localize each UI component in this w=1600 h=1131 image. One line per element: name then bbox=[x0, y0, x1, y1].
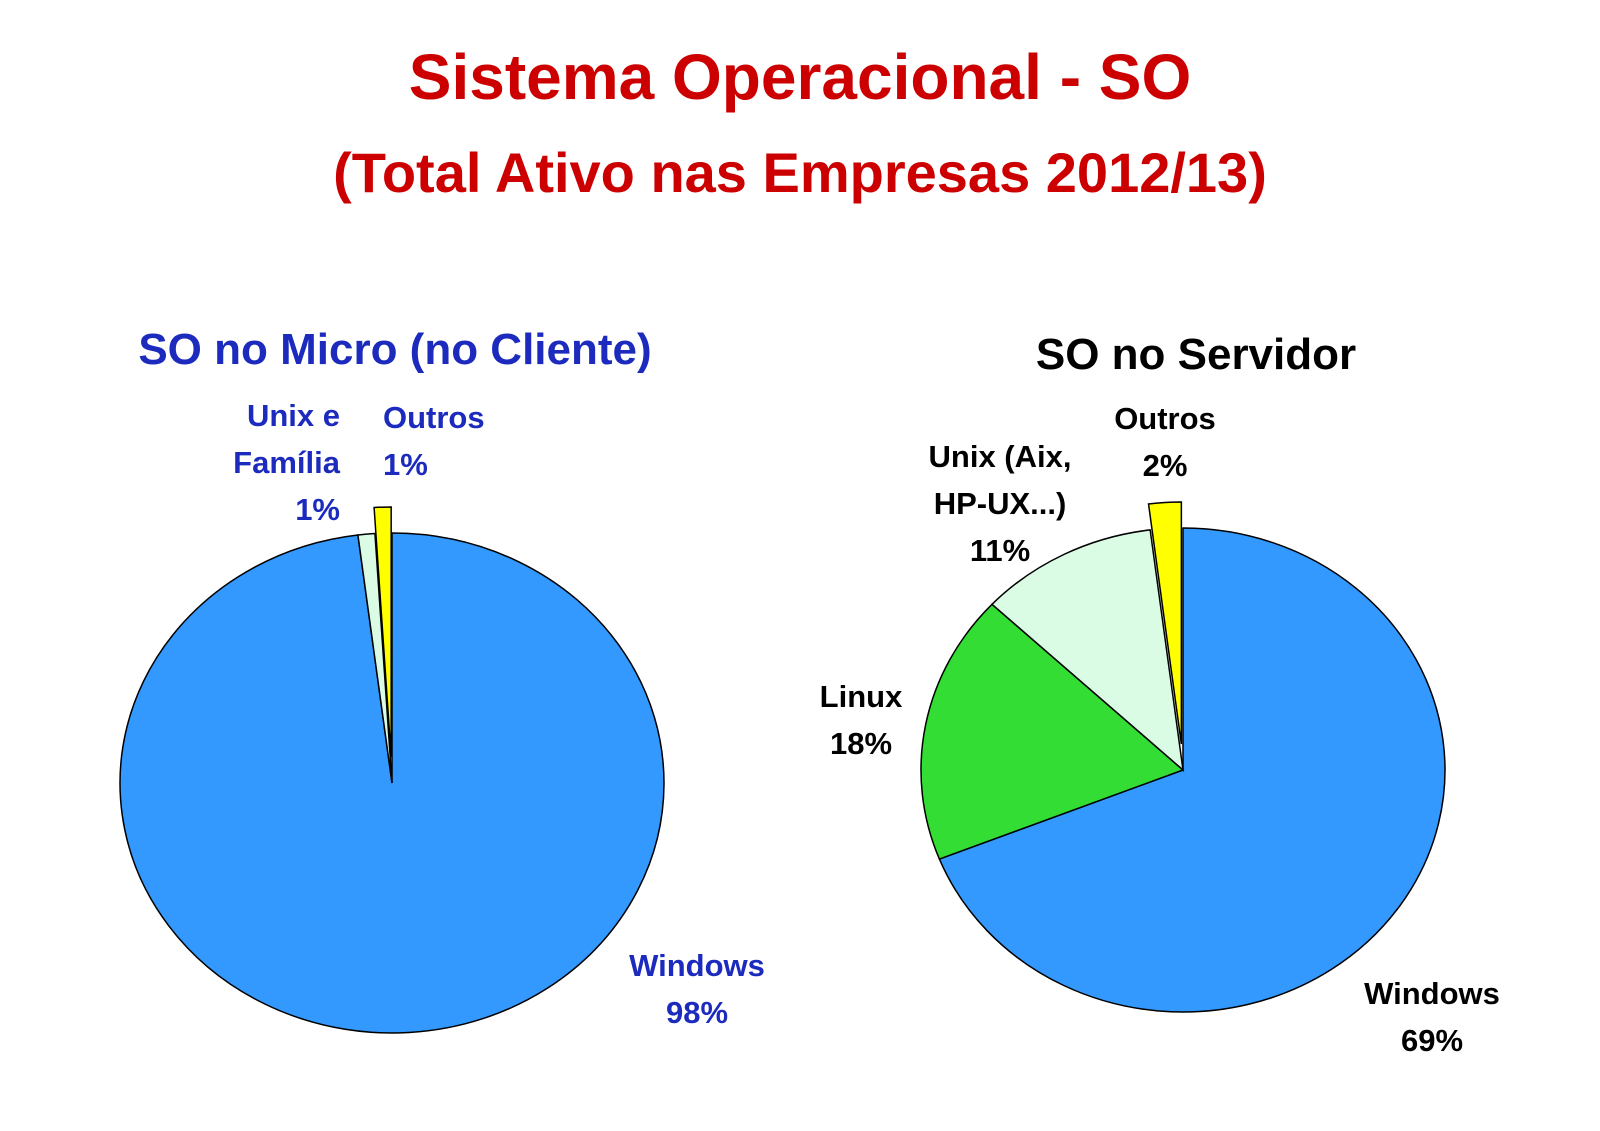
slice-label: Unix (Aix, HP-UX...) 11% bbox=[900, 433, 1100, 574]
slice-label: Linux 18% bbox=[761, 673, 961, 767]
pie-slice bbox=[938, 527, 1446, 1013]
category-label: Unix e Família bbox=[233, 398, 340, 480]
value-label: 2% bbox=[1142, 448, 1188, 483]
value-label: 11% bbox=[969, 533, 1031, 568]
pie-slice bbox=[920, 603, 1185, 861]
slice-label: Unix e Família 1% bbox=[180, 392, 340, 533]
slice-label: Windows 69% bbox=[1302, 970, 1562, 1064]
category-label: Windows bbox=[629, 948, 765, 983]
value-label: 1% bbox=[383, 447, 428, 482]
value-label: 69% bbox=[1400, 1023, 1464, 1058]
category-label: Outros bbox=[383, 400, 485, 435]
subtitle: (Total Ativo nas Empresas 2012/13) bbox=[333, 141, 1267, 204]
category-label: Windows bbox=[1364, 976, 1500, 1011]
category-label: Linux bbox=[819, 679, 903, 714]
slice-label: Windows 98% bbox=[567, 942, 827, 1036]
pie-slice bbox=[990, 529, 1185, 772]
pie-slice bbox=[357, 532, 393, 784]
pie-slice bbox=[1147, 501, 1183, 745]
value-label: 18% bbox=[829, 726, 893, 761]
slice-label: Outros 2% bbox=[1085, 395, 1245, 489]
category-label: Unix (Aix, HP-UX...) bbox=[928, 439, 1072, 521]
value-label: 1% bbox=[295, 492, 340, 527]
slice-label: Outros 1% bbox=[383, 394, 543, 488]
value-label: 98% bbox=[665, 995, 729, 1030]
chart-title: SO no Servidor bbox=[1035, 330, 1357, 379]
pie-slice bbox=[373, 506, 392, 758]
main-title: Sistema Operacional - SO bbox=[408, 41, 1192, 113]
chart-title: SO no Micro (no Cliente) bbox=[138, 325, 652, 374]
category-label: Outros bbox=[1114, 401, 1216, 436]
